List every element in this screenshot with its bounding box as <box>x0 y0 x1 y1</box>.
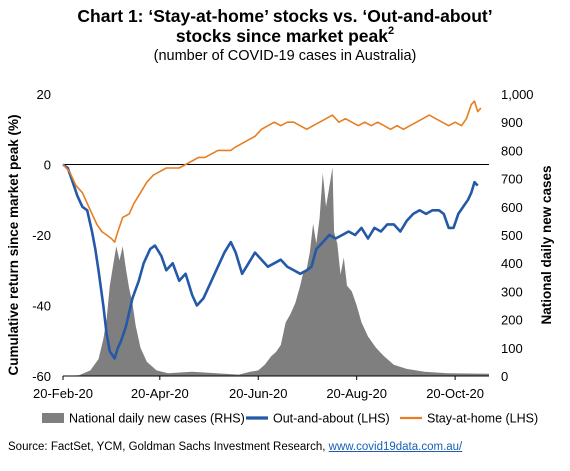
right-tick-label: 300 <box>501 284 523 299</box>
source-note: Source: FactSet, YCM, Goldman Sachs Inve… <box>8 441 462 453</box>
x-tick-label: 20-Feb-20 <box>33 386 93 401</box>
right-tick-label: 900 <box>501 115 523 130</box>
right-tick-label: 500 <box>501 228 523 243</box>
left-tick-label: -40 <box>32 299 51 314</box>
cases-area-layer <box>63 167 489 376</box>
series-line-stay-at-home <box>62 100 482 243</box>
series-line-out-and-about <box>62 163 479 360</box>
right-tick-label: 700 <box>501 172 523 187</box>
right-tick-label: 600 <box>501 200 523 215</box>
chart-subtitle: (number of COVID-19 cases in Australia) <box>153 48 417 64</box>
left-tick-label: 20 <box>37 87 51 102</box>
x-tick-label: 20-Apr-20 <box>131 386 189 401</box>
right-tick-label: 400 <box>501 256 523 271</box>
legend: National daily new cases (RHS) Out-and-ab… <box>42 412 538 426</box>
right-tick-label: 800 <box>501 143 523 158</box>
right-tick-label: 100 <box>501 341 523 356</box>
chart-title-line2-text: stocks since market peak <box>175 26 388 46</box>
x-tick-label: 20-Oct-20 <box>426 386 484 401</box>
legend-item-out-and-about-label: Out-and-about (LHS) <box>273 412 390 426</box>
source-text: Source: FactSet, YCM, Goldman Sachs Inve… <box>8 441 329 453</box>
chart-title-line2: stocks since market peak2 <box>0 26 570 46</box>
chart-title-footnote-mark: 2 <box>387 25 395 38</box>
left-tick-label: 0 <box>44 158 51 173</box>
left-tick-label: -20 <box>32 228 51 243</box>
lines-layer <box>62 100 482 360</box>
right-tick-label: 0 <box>501 369 508 384</box>
left-axis-title: Cumulative return since market peak (%) <box>6 114 21 375</box>
legend-item-cases-label: National daily new cases (RHS) <box>69 412 245 426</box>
left-tick-label: -60 <box>32 369 51 384</box>
legend-item-cases-swatch <box>42 413 64 423</box>
x-tick-label: 20-Jun-20 <box>229 386 288 401</box>
chart-title-line1: Chart 1: ‘Stay-at-home’ stocks vs. ‘Out-… <box>77 6 493 26</box>
right-tick-label: 200 <box>501 313 523 328</box>
source-link[interactable]: www.covid19data.com.au/ <box>328 441 463 453</box>
axes-layer: 200-20-40-60 0100200300400500600700800900… <box>6 87 554 401</box>
series-area-cases <box>63 167 489 376</box>
x-tick-label: 20-Aug-20 <box>326 386 387 401</box>
right-tick-label: 1,000 <box>501 87 534 102</box>
right-axis-title: National daily new cases <box>539 165 554 324</box>
legend-item-stay-at-home-label: Stay-at-home (LHS) <box>427 412 538 426</box>
